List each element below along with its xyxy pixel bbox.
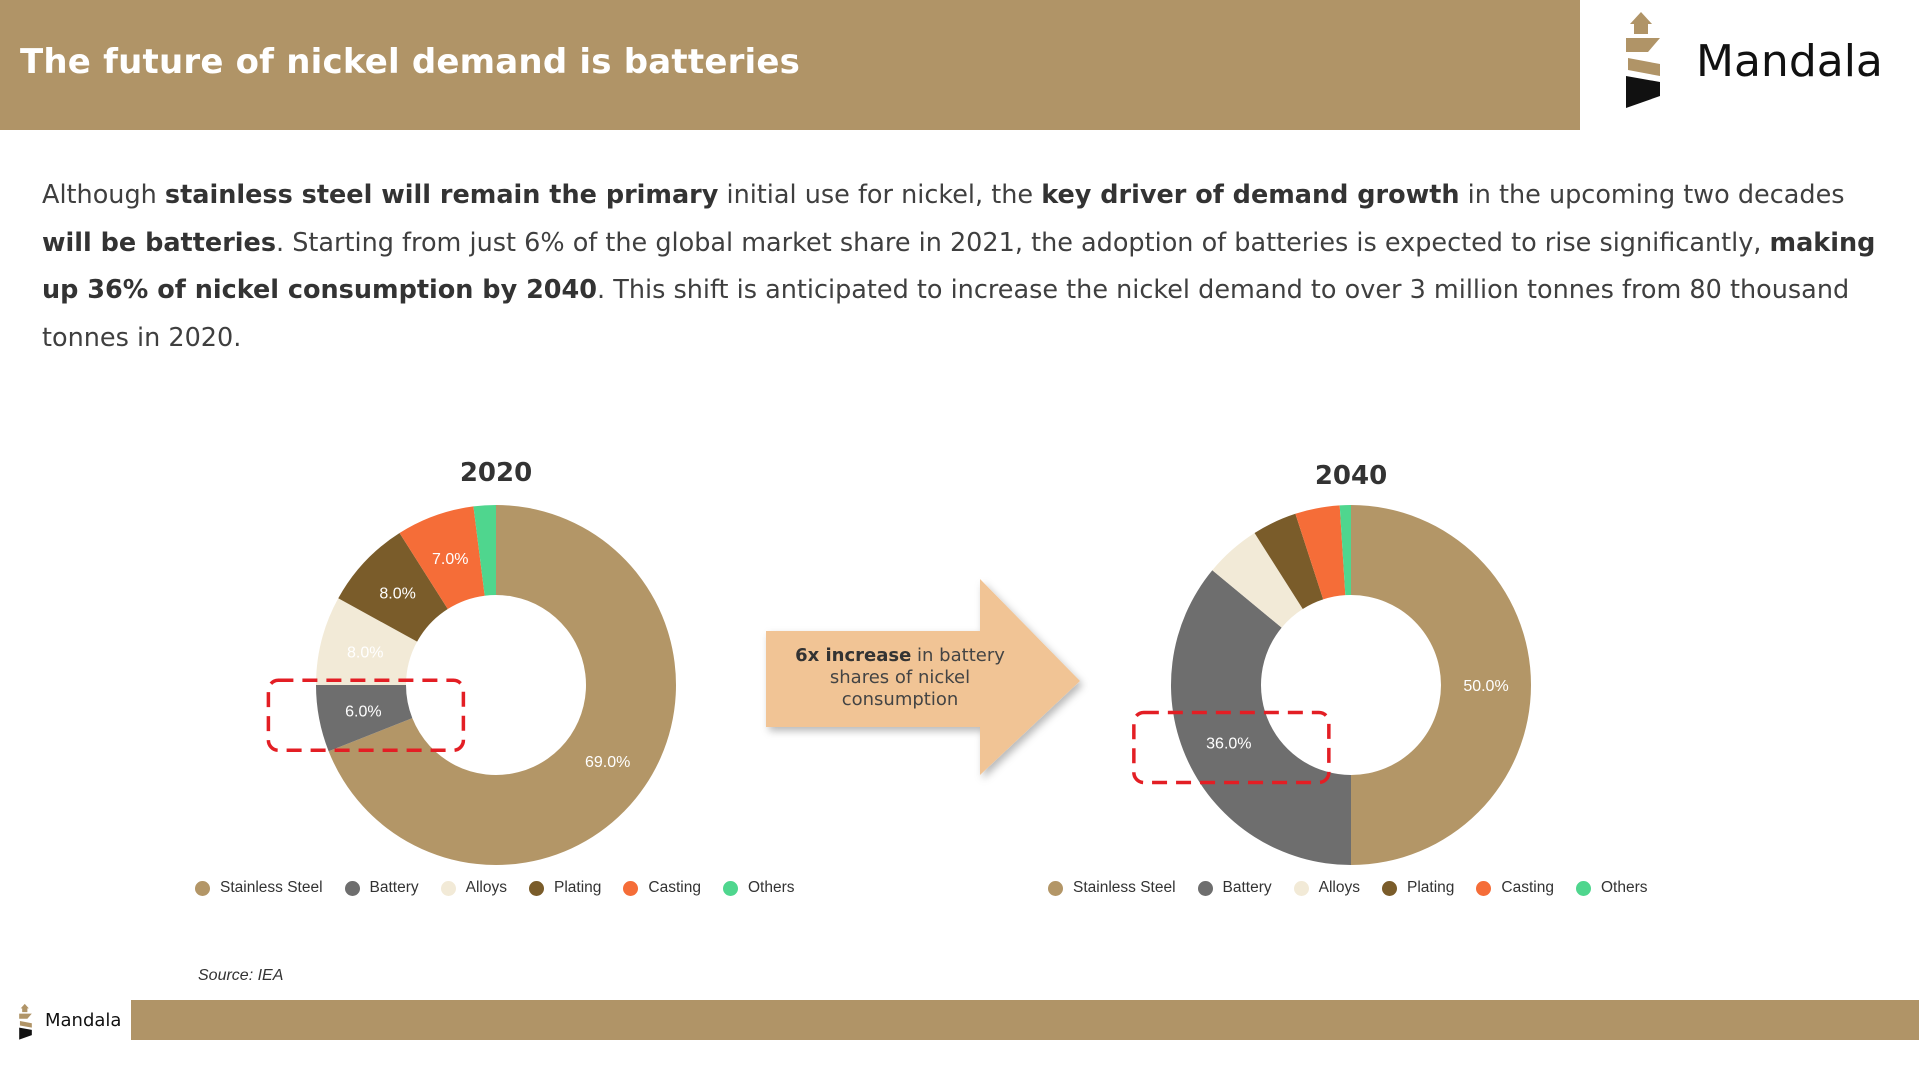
data-label-plating: 8.0% [379, 586, 415, 603]
footer-brand-name: Mandala [45, 1010, 122, 1031]
legend-item-others: Others [722, 879, 795, 897]
source-note: Source: IEA [198, 967, 284, 984]
legend-swatch [440, 880, 456, 896]
donut-chart-2020: 69.0% 6.0% 8.0% 8.0% 7.0% [266, 505, 676, 865]
brand-name: Mandala [1696, 36, 1883, 87]
legend-swatch [722, 880, 738, 896]
slice-alloys [316, 598, 418, 685]
slice-stainless-steel [328, 505, 676, 865]
legend-item-casting: Casting [1476, 879, 1554, 897]
legend-label: Alloys [1318, 879, 1360, 896]
footer-logo: Mandala [14, 998, 134, 1044]
page-title: The future of nickel demand is batteries [20, 42, 801, 82]
slice-casting [1295, 505, 1346, 600]
intro-paragraph: Although stainless steel will remain the… [42, 172, 1887, 362]
intro-bold-text: will be batteries [42, 227, 277, 258]
legend-swatch [195, 880, 210, 896]
legend-label: Plating [554, 879, 602, 896]
legend-label: Others [747, 879, 795, 896]
legend-swatch [1476, 880, 1492, 896]
highlight-box [266, 678, 466, 753]
legend-item-stainless-steel: Stainless Steel [1048, 879, 1176, 897]
slice-others [473, 505, 496, 596]
callout-rest: in battery shares of nickel consumption [829, 645, 1005, 710]
legend-item-plating: Plating [1382, 879, 1454, 897]
data-label-casting: 7.0% [432, 551, 468, 568]
intro-bold-text: stainless steel will remain the primary [164, 180, 719, 210]
legend-item-casting: Casting [623, 879, 701, 897]
legend-item-others: Others [1575, 879, 1648, 897]
legend-label: Battery [1222, 879, 1272, 896]
mandala-logo-icon [19, 1003, 32, 1040]
slice-stainless-steel [1351, 505, 1531, 865]
slice-casting [399, 506, 485, 610]
intro-text: . Starting from just 6% of the global ma… [276, 227, 1770, 258]
mandala-logo-icon [1626, 12, 1660, 108]
intro-text: in the upcoming two decades [1459, 180, 1845, 210]
legend-item-alloys: Alloys [1293, 879, 1360, 897]
data-label-stainless-steel: 50.0% [1463, 678, 1508, 695]
intro-text: initial use for nickel, the [718, 180, 1042, 210]
legend-item-battery: Battery [344, 879, 419, 897]
legend-label: Battery [369, 879, 419, 896]
callout-text: 6x increase in battery shares of nickel … [770, 645, 1030, 711]
legend-item-stainless-steel: Stainless Steel [195, 879, 323, 897]
legend-swatch [1575, 880, 1591, 896]
legend-swatch [623, 880, 639, 896]
legend-label: Plating [1407, 879, 1455, 896]
slice-plating [338, 533, 448, 642]
legend-label: Alloys [465, 879, 507, 896]
slice-alloys [1212, 533, 1303, 628]
legend-swatch [1197, 880, 1213, 896]
chart-title-2020: 2020 [459, 458, 533, 488]
legend-label: Others [1600, 879, 1648, 896]
footer-bar [131, 1000, 1919, 1040]
legend-swatch [1293, 880, 1309, 896]
legend-label: Stainless Steel [220, 879, 323, 896]
data-label-alloys: 8.0% [347, 644, 383, 661]
intro-bold-text: key driver of demand growth [1041, 180, 1460, 210]
legend-label: Casting [1501, 879, 1554, 896]
legend-swatch [529, 880, 544, 896]
legend-swatch [344, 880, 360, 896]
arrow-shape [766, 579, 1080, 775]
legend-2020: Stainless Steel Battery Alloys Plating Casti… [195, 876, 816, 900]
donut-chart-2040: 50.0% 36.0% [1132, 505, 1531, 865]
data-label-stainless-steel: 69.0% [585, 754, 630, 771]
highlight-box [1132, 710, 1331, 785]
header-bar [0, 0, 1580, 130]
callout-bold: 6x increase [795, 645, 912, 666]
legend-item-alloys: Alloys [440, 879, 507, 897]
legend-swatch [1048, 880, 1063, 896]
legend-label: Casting [648, 879, 701, 896]
legend-item-plating: Plating [529, 879, 601, 897]
data-label-battery: 6.0% [345, 703, 381, 720]
arrow-callout [766, 579, 1080, 775]
intro-bold-text: making up 36% of nickel consumption by 2… [42, 227, 1876, 306]
brand-logo: Mandala [1612, 6, 1912, 114]
slice-battery [316, 685, 413, 752]
legend-label: Stainless Steel [1073, 879, 1176, 896]
chart-title-2040: 2040 [1314, 461, 1388, 491]
slice-plating [1254, 513, 1324, 610]
intro-text: . This shift is anticipated to increase … [42, 275, 1850, 353]
intro-text: Although [42, 180, 165, 210]
legend-swatch [1382, 880, 1397, 896]
slice-others [1339, 505, 1351, 596]
legend-item-battery: Battery [1197, 879, 1272, 897]
legend-2040: Stainless Steel Battery Alloys Plating Casti… [1048, 876, 1669, 900]
data-label-battery: 36.0% [1206, 735, 1251, 752]
slice-battery [1171, 570, 1351, 865]
